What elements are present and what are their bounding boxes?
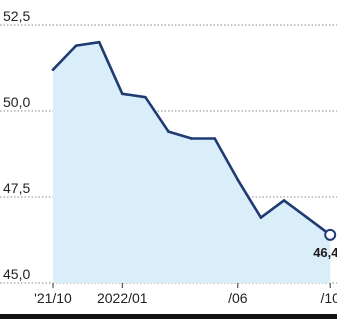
- data-point: [283, 199, 286, 202]
- x-tick-marks: [53, 283, 330, 288]
- data-point: [260, 216, 263, 219]
- bottom-rule: [0, 314, 337, 319]
- data-point: [167, 130, 170, 133]
- last-point-marker: [325, 230, 335, 240]
- x-tick-label: 2022/01: [97, 290, 148, 306]
- x-tick-label: '21/10: [34, 290, 72, 306]
- data-point: [190, 137, 193, 140]
- area-fill: [53, 42, 330, 283]
- last-value-label: 46,4: [313, 245, 337, 260]
- y-tick-label: 52,5: [3, 8, 30, 24]
- data-point: [75, 44, 78, 47]
- data-point: [52, 68, 55, 71]
- data-point: [213, 137, 216, 140]
- x-tick-label: /10: [320, 290, 337, 306]
- data-point: [98, 41, 101, 44]
- data-point: [306, 216, 309, 219]
- data-point: [121, 93, 124, 96]
- data-point: [237, 179, 240, 182]
- x-tick-label: /06: [228, 290, 248, 306]
- y-tick-label: 47,5: [3, 180, 30, 196]
- y-tick-label: 45,0: [3, 266, 30, 282]
- data-point: [144, 96, 147, 99]
- y-tick-label: 50,0: [3, 94, 30, 110]
